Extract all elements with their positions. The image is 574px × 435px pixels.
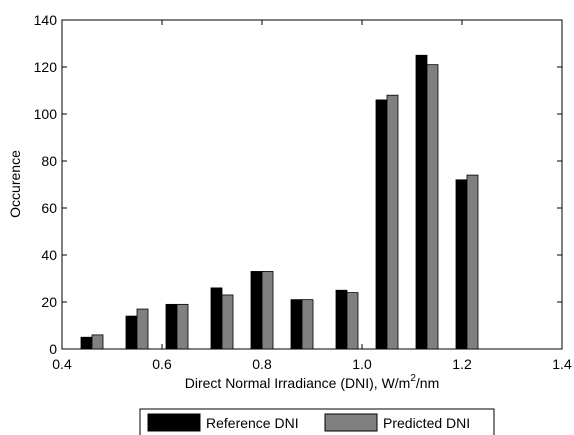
y-tick-label: 80 bbox=[41, 153, 57, 169]
y-tick-label: 60 bbox=[41, 200, 57, 216]
legend: Reference DNI Predicted DNI bbox=[139, 408, 495, 435]
bar-predicted-9 bbox=[466, 174, 479, 350]
bar-predicted-4 bbox=[261, 271, 274, 350]
plot-area bbox=[61, 19, 563, 350]
x-tick-label: 1.4 bbox=[552, 356, 572, 372]
x-tick-label: 0.8 bbox=[252, 356, 272, 372]
bar-reference-3 bbox=[210, 287, 223, 350]
bars bbox=[80, 54, 479, 350]
bar-reference-9 bbox=[455, 179, 468, 350]
bar-predicted-7 bbox=[386, 94, 399, 350]
y-tick-label: 20 bbox=[41, 294, 57, 310]
bar-reference-8 bbox=[415, 54, 428, 350]
legend-label-reference: Reference DNI bbox=[206, 415, 299, 431]
x-tick-label: 1.2 bbox=[452, 356, 472, 372]
y-tick-label: 40 bbox=[41, 247, 57, 263]
x-tick-label: 0.6 bbox=[152, 356, 172, 372]
x-axis-title-main: Direct Normal Irradiance (DNI), W/m bbox=[185, 375, 411, 391]
bar-predicted-3 bbox=[221, 294, 234, 350]
x-tick-label: 0.4 bbox=[52, 356, 72, 372]
y-tick-label: 120 bbox=[34, 59, 58, 75]
svg-text:Direct Normal Irradiance (DNI): Direct Normal Irradiance (DNI), W/m2/nm bbox=[185, 373, 440, 391]
legend-label-predicted: Predicted DNI bbox=[383, 415, 470, 431]
bar-reference-2 bbox=[165, 303, 178, 350]
bar-predicted-2 bbox=[176, 303, 189, 350]
bar-reference-0 bbox=[80, 336, 93, 350]
x-axis-title-superscript: 2 bbox=[410, 373, 416, 384]
bar-predicted-8 bbox=[426, 64, 439, 350]
x-axis-ticks: 0.4 0.6 0.8 1.0 1.2 1.4 bbox=[52, 20, 572, 372]
bar-predicted-0 bbox=[91, 334, 104, 350]
y-tick-label: 100 bbox=[34, 106, 58, 122]
bar-predicted-6 bbox=[346, 292, 359, 350]
y-axis-title: Occurence bbox=[7, 150, 23, 218]
bar-reference-4 bbox=[250, 271, 263, 350]
legend-swatch-reference bbox=[147, 413, 201, 432]
bar-reference-6 bbox=[335, 289, 348, 350]
y-axis-ticks: 0 20 40 60 80 100 120 140 bbox=[34, 12, 562, 357]
bar-reference-7 bbox=[375, 99, 388, 350]
x-axis-title-suffix: /nm bbox=[416, 375, 439, 391]
bar-reference-5 bbox=[290, 299, 303, 350]
x-axis-title: Direct Normal Irradiance (DNI), W/m2/nm bbox=[185, 373, 440, 391]
bar-predicted-1 bbox=[136, 308, 149, 350]
x-tick-label: 1.0 bbox=[352, 356, 372, 372]
y-tick-label: 0 bbox=[49, 341, 57, 357]
legend-swatch-predicted bbox=[324, 413, 378, 432]
bar-reference-1 bbox=[125, 315, 138, 350]
bar-predicted-5 bbox=[301, 299, 314, 350]
y-tick-label: 140 bbox=[34, 12, 58, 28]
